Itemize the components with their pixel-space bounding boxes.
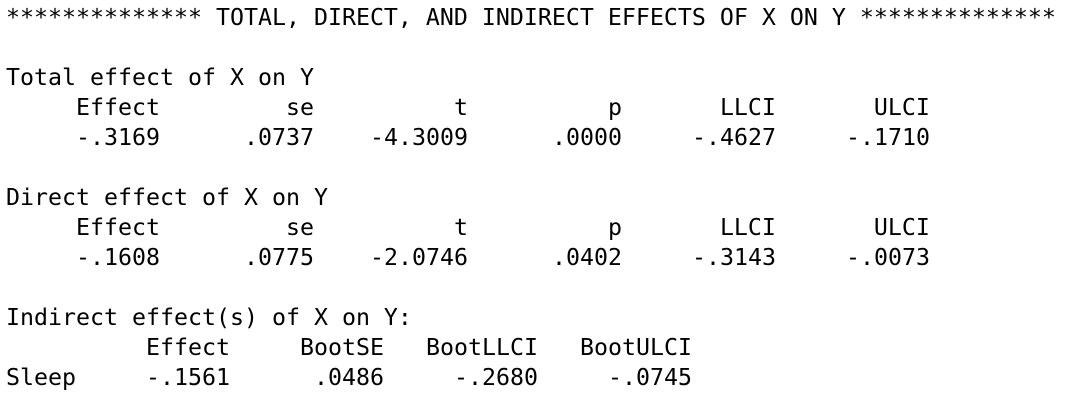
column-header: BootULCI	[579, 334, 692, 361]
value-cell: -.1710	[845, 124, 930, 151]
column-header: LLCI	[719, 214, 776, 241]
value-cell: .0000	[551, 124, 622, 151]
value-cell: -.0745	[608, 364, 692, 391]
value-cell: .0486	[314, 364, 384, 391]
blank-line	[6, 33, 1068, 63]
column-header: p	[607, 94, 622, 121]
heading-line: Direct effect of X on Y	[6, 183, 1068, 213]
column-header: se	[285, 94, 314, 121]
section-title: ************** TOTAL, DIRECT, AND INDIRE…	[6, 4, 1056, 31]
title-line: ************** TOTAL, DIRECT, AND INDIRE…	[6, 3, 1068, 33]
column-header: Effect	[146, 334, 230, 361]
heading-line: Total effect of X on Y	[6, 63, 1068, 93]
value-row: -.1608 .0775 -2.0746 .0402 -.3143 -.0073	[6, 243, 1068, 273]
section-heading: Direct effect of X on Y	[6, 184, 328, 211]
heading-line: Indirect effect(s) of X on Y:	[6, 303, 1068, 333]
column-header: ULCI	[873, 94, 930, 121]
value-cell: -.3169	[76, 124, 160, 151]
column-header: ULCI	[873, 214, 930, 241]
row-label: Sleep	[6, 364, 76, 391]
value-cell: -2.0746	[370, 244, 468, 271]
column-header: Effect	[76, 94, 160, 121]
section-heading: Total effect of X on Y	[6, 64, 314, 91]
value-cell: -4.3009	[370, 124, 468, 151]
section-heading: Indirect effect(s) of X on Y:	[6, 304, 412, 331]
value-cell: .0775	[244, 244, 314, 271]
blank-line	[6, 153, 1068, 183]
value-cell: -.2680	[454, 364, 538, 391]
column-header: Effect	[76, 214, 160, 241]
column-header: se	[285, 214, 314, 241]
value-cell: -.1561	[146, 364, 230, 391]
value-cell: -.1608	[76, 244, 160, 271]
column-header: t	[453, 214, 468, 241]
value-cell: -.0073	[845, 244, 930, 271]
value-cell: .0737	[244, 124, 314, 151]
header-row: Effect se t p LLCI ULCI	[6, 213, 1068, 243]
value-cell: -.3143	[691, 244, 776, 271]
header-row: Effect BootSE BootLLCI BootULCI	[6, 333, 1068, 363]
column-header: LLCI	[719, 94, 776, 121]
column-header: BootSE	[300, 334, 384, 361]
column-header: BootLLCI	[426, 334, 538, 361]
header-row: Effect se t p LLCI ULCI	[6, 93, 1068, 123]
blank-line	[6, 273, 1068, 303]
value-row: -.3169 .0737 -4.3009 .0000 -.4627 -.1710	[6, 123, 1068, 153]
value-cell: .0402	[551, 244, 622, 271]
column-header: p	[607, 214, 622, 241]
column-header: t	[453, 94, 468, 121]
value-cell: -.4627	[691, 124, 776, 151]
value-row: Sleep -.1561 .0486 -.2680 -.0745	[6, 363, 1068, 393]
